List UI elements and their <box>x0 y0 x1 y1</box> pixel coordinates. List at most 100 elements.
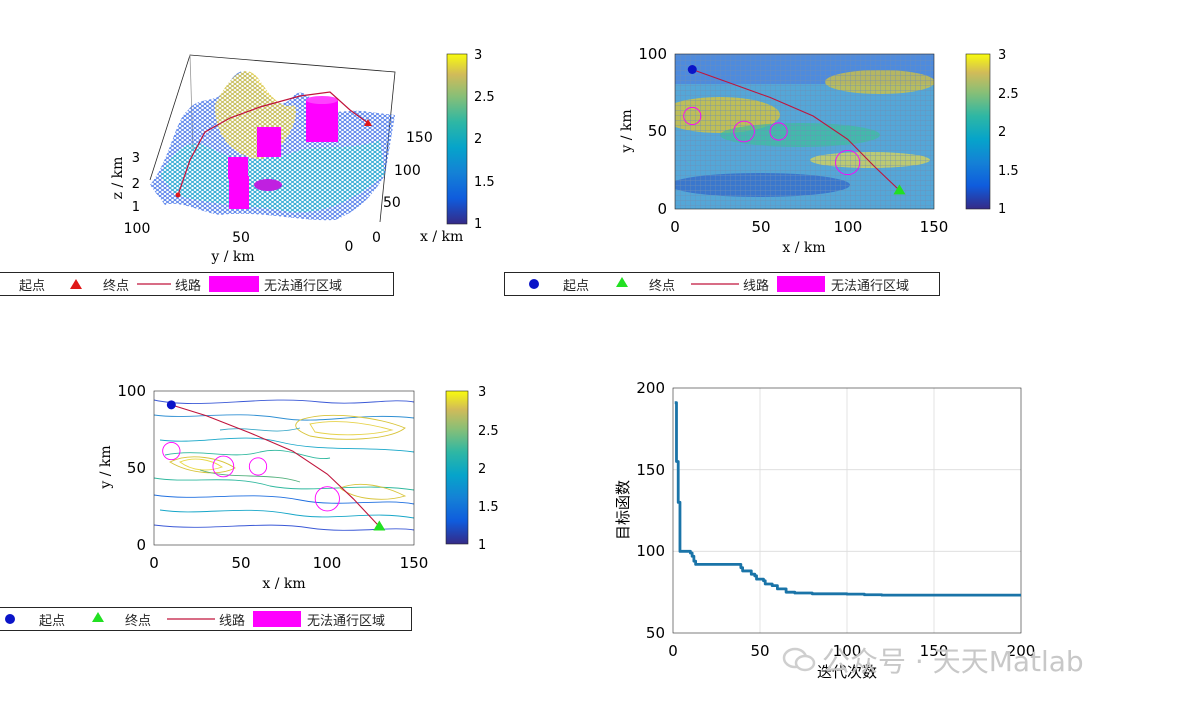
y-tick: 50 <box>646 624 665 642</box>
legend-blocked: 无法通行区域 <box>777 275 909 294</box>
x-tick: 0 <box>668 642 678 660</box>
x-tick: 100 <box>394 163 421 179</box>
x-tick: 150 <box>406 130 433 146</box>
y-tick: 50 <box>648 122 667 140</box>
x-tick: 50 <box>231 554 250 572</box>
obstacle-circle <box>162 441 181 461</box>
x-tick: 50 <box>383 195 401 211</box>
line-marks <box>674 401 1021 597</box>
route-line <box>171 404 380 527</box>
legend-blocked: 无法通行区域 <box>253 610 385 629</box>
z-tick: 2 <box>132 177 140 192</box>
legend-route: 线路 <box>691 275 769 294</box>
colorbar-tick: 1 <box>998 202 1006 217</box>
legend-start: 起点 <box>19 278 46 294</box>
plot-frame <box>153 390 415 546</box>
y-tick: 50 <box>127 459 146 477</box>
colorbar-tick: 2.5 <box>478 424 499 439</box>
x-axis-label: x / km <box>420 229 463 245</box>
obstacle-cylinder <box>306 100 338 142</box>
objective-line <box>674 401 1021 597</box>
dot-icon <box>529 279 539 289</box>
patch-icon <box>209 276 260 292</box>
z-axis-label: z / km <box>110 157 126 200</box>
x-axis-label: x / km <box>782 240 825 256</box>
colorbar-tick: 3 <box>478 385 486 400</box>
obstacle-circle <box>733 120 755 143</box>
x-tick: 0 <box>372 230 381 246</box>
obstacle-circle <box>835 149 861 176</box>
surface-obstacles <box>228 96 338 209</box>
colorbar-tick: 3 <box>474 48 482 63</box>
x-axis-label: x / km <box>262 576 305 592</box>
y-axis-label: y / km <box>98 445 114 489</box>
line-icon <box>691 276 740 292</box>
colorbar-tick: 1.5 <box>474 175 495 190</box>
surface-axes-box <box>149 54 396 223</box>
legend-end: 终点 <box>615 274 675 294</box>
y-axis-label: y / km <box>210 249 254 265</box>
route-line <box>692 68 900 191</box>
colorbar-tick: 2 <box>998 125 1006 140</box>
colorbar-tick: 3 <box>998 48 1006 63</box>
x-tick: 100 <box>834 218 863 236</box>
legend-blocked: 无法通行区域 <box>209 275 342 294</box>
contour-lines <box>154 399 414 531</box>
legend-route: 线路 <box>137 275 201 294</box>
colorbar-tick: 2 <box>478 462 486 477</box>
line-icon <box>167 611 216 627</box>
legend-end: 终点 <box>69 275 129 294</box>
mesh-marks <box>683 65 906 195</box>
obstacle-cylinder <box>228 157 248 179</box>
triangle-icon <box>69 276 83 292</box>
legend-route: 线路 <box>167 610 245 629</box>
z-tick: 3 <box>132 151 140 166</box>
x-tick: 0 <box>670 218 680 236</box>
y-tick: 100 <box>124 221 151 237</box>
obstacle-circle <box>314 486 340 512</box>
colorbar-tick: 1.5 <box>998 164 1019 179</box>
obstacle-circle <box>683 106 702 126</box>
start-marker <box>166 400 176 410</box>
patch-icon <box>253 611 302 627</box>
colorbar <box>446 53 468 225</box>
grid-lines <box>673 388 1021 633</box>
y-tick: 100 <box>636 542 665 560</box>
plot-frame <box>672 387 1022 634</box>
contour-marks <box>162 400 386 531</box>
y-tick: 0 <box>136 536 146 554</box>
colorbar <box>965 53 991 210</box>
y-tick: 50 <box>232 230 250 246</box>
colorbar-tick: 2 <box>474 132 482 147</box>
triangle-icon <box>615 274 629 294</box>
obstacle-cylinder <box>229 176 249 209</box>
obstacle-circle <box>212 455 235 478</box>
legend-panel-3: 起点 终点 线路 无法通行区域 <box>0 607 412 631</box>
watermark: 公众号 · 天天Matlab <box>782 640 1084 680</box>
wechat-icon <box>782 646 816 674</box>
watermark-text: 公众号 · 天天Matlab <box>822 645 1084 678</box>
x-tick: 50 <box>751 218 770 236</box>
surface-start-marker <box>175 192 181 198</box>
y-tick: 0 <box>657 200 667 218</box>
legend-start: 起点 <box>5 610 65 629</box>
y-tick: 100 <box>638 45 667 63</box>
colorbar-tick: 1 <box>474 217 482 232</box>
patch-icon <box>777 276 826 292</box>
dot-icon <box>5 614 15 624</box>
y-tick: 150 <box>636 461 665 479</box>
line-icon <box>137 276 172 292</box>
colorbar-tick: 2.5 <box>998 87 1019 102</box>
y-axis-label: y / km <box>619 109 635 153</box>
surface-end-marker <box>364 119 372 126</box>
colorbar-tick: 2.5 <box>474 90 495 105</box>
y-tick: 200 <box>636 379 665 397</box>
x-tick: 100 <box>313 554 342 572</box>
x-tick: 150 <box>920 218 949 236</box>
start-marker <box>687 65 697 74</box>
mesh-surface <box>675 54 934 209</box>
obstacle-circle <box>769 122 788 141</box>
